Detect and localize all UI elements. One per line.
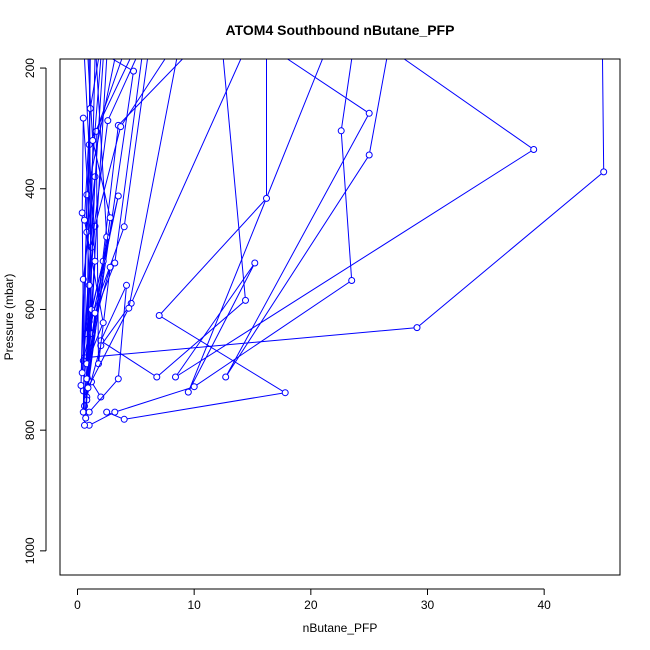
- data-point: [365, 109, 373, 117]
- data-point: [348, 277, 356, 284]
- data-point: [120, 415, 128, 423]
- data-point: [120, 223, 128, 231]
- data-point: [600, 168, 608, 176]
- data-point: [190, 383, 198, 391]
- data-point: [89, 137, 97, 144]
- x-axis-label: nButane_PFP: [303, 621, 378, 635]
- data-point: [337, 127, 345, 135]
- data-point: [123, 281, 130, 289]
- series-line: [106, 59, 287, 420]
- data-point: [91, 257, 99, 265]
- series-4: [85, 59, 356, 429]
- x-axis: 0 10 20 30 40: [74, 588, 551, 612]
- data-point: [263, 194, 270, 202]
- x-tick-label: 0: [74, 598, 81, 612]
- data-point: [365, 151, 373, 159]
- data-point: [81, 421, 88, 429]
- data-point: [103, 233, 111, 241]
- data-point: [413, 324, 421, 332]
- y-tick-label: 1000: [23, 537, 37, 564]
- x-tick-label: 30: [421, 598, 435, 612]
- series-line: [88, 59, 353, 426]
- plot-frame: [59, 58, 621, 576]
- data-point: [155, 312, 163, 319]
- data-point: [111, 259, 119, 267]
- data-point: [104, 117, 112, 125]
- x-tick-label: 20: [304, 598, 318, 612]
- data-point: [114, 375, 122, 383]
- data-point: [251, 259, 259, 267]
- data-point: [81, 216, 88, 224]
- data-point: [77, 382, 85, 389]
- data-point: [184, 388, 192, 396]
- data-point: [85, 281, 93, 289]
- data-point: [84, 384, 92, 392]
- series-line: [175, 59, 535, 393]
- data-point: [103, 408, 111, 416]
- data-point: [153, 373, 161, 381]
- series-line: [83, 59, 104, 364]
- series-6: [85, 59, 249, 416]
- data-point: [85, 408, 93, 416]
- data-point: [281, 389, 289, 397]
- data-point: [106, 214, 114, 222]
- data-point: [114, 192, 122, 200]
- x-tick-label: 40: [537, 598, 551, 612]
- series-line: [87, 59, 178, 389]
- data-point: [82, 414, 90, 422]
- data-point: [79, 275, 87, 283]
- series-2: [172, 59, 538, 396]
- series-17: [84, 59, 178, 392]
- x-tick-label: 10: [187, 598, 201, 612]
- series-10: [78, 59, 137, 429]
- series-line: [81, 59, 104, 419]
- data-point: [242, 296, 249, 304]
- series-line: [88, 59, 247, 413]
- data-point: [78, 369, 86, 377]
- plot-area: [77, 59, 608, 429]
- data-point: [83, 375, 91, 383]
- series-15: [81, 59, 107, 368]
- data-point: [125, 304, 133, 312]
- data-point: [79, 114, 87, 122]
- data-point: [117, 123, 125, 131]
- data-point: [222, 373, 230, 381]
- series-5: [103, 59, 289, 423]
- y-tick-label: 400: [23, 178, 37, 198]
- y-axis-label: Pressure (mbar): [2, 274, 16, 361]
- y-tick-label: 200: [23, 58, 37, 78]
- data-point: [172, 373, 179, 381]
- chart-title: ATOM4 Southbound nButane_PFP: [226, 22, 455, 38]
- data-point: [97, 393, 105, 401]
- series-7: [83, 59, 242, 401]
- series-3: [222, 59, 388, 381]
- series-line: [86, 59, 143, 379]
- data-point: [530, 146, 538, 153]
- y-tick-label: 600: [23, 299, 37, 319]
- data-point: [99, 319, 107, 327]
- y-axis: 200 400 600 800 1000: [23, 58, 47, 564]
- y-tick-label: 800: [23, 420, 37, 440]
